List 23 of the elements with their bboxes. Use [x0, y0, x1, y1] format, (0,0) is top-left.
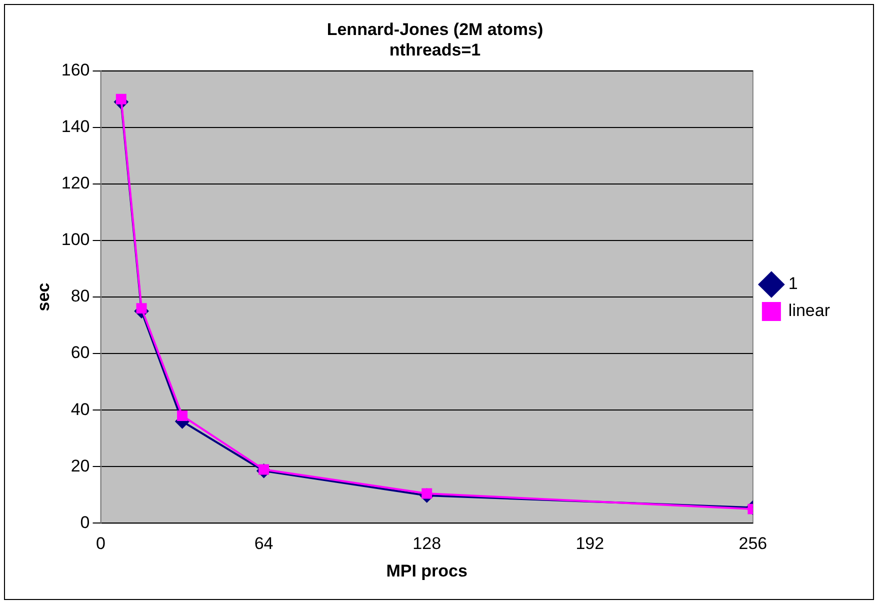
y-tick-label: 140	[61, 117, 90, 136]
y-tick-label: 40	[70, 400, 90, 419]
y-tick-label: 120	[61, 174, 90, 193]
y-tick-label: 100	[61, 230, 90, 250]
x-tick-label: 128	[412, 534, 442, 554]
x-tick-label: 64	[254, 534, 274, 554]
y-tick-label: 0	[80, 512, 90, 532]
point	[136, 303, 147, 314]
point	[116, 94, 126, 104]
text: Lennard-Jones (2M atoms)	[326, 20, 544, 39]
y-tick-label: 160	[61, 60, 90, 80]
y-tick-label: 80	[70, 286, 90, 306]
y-axis-title: sec	[34, 282, 53, 312]
legend-label: 1	[788, 274, 798, 294]
x-tick-label: 0	[96, 534, 106, 554]
x-tick-label: 192	[576, 534, 604, 554]
x-tick-label: 256	[738, 534, 768, 554]
legend-label: linear	[788, 301, 830, 320]
x-axis-title: MPI procs	[386, 561, 468, 580]
y-tick-label: 60	[70, 343, 90, 362]
point	[177, 410, 188, 421]
text: nthreads=1	[389, 40, 481, 60]
y-tick-label: 20	[70, 456, 90, 476]
